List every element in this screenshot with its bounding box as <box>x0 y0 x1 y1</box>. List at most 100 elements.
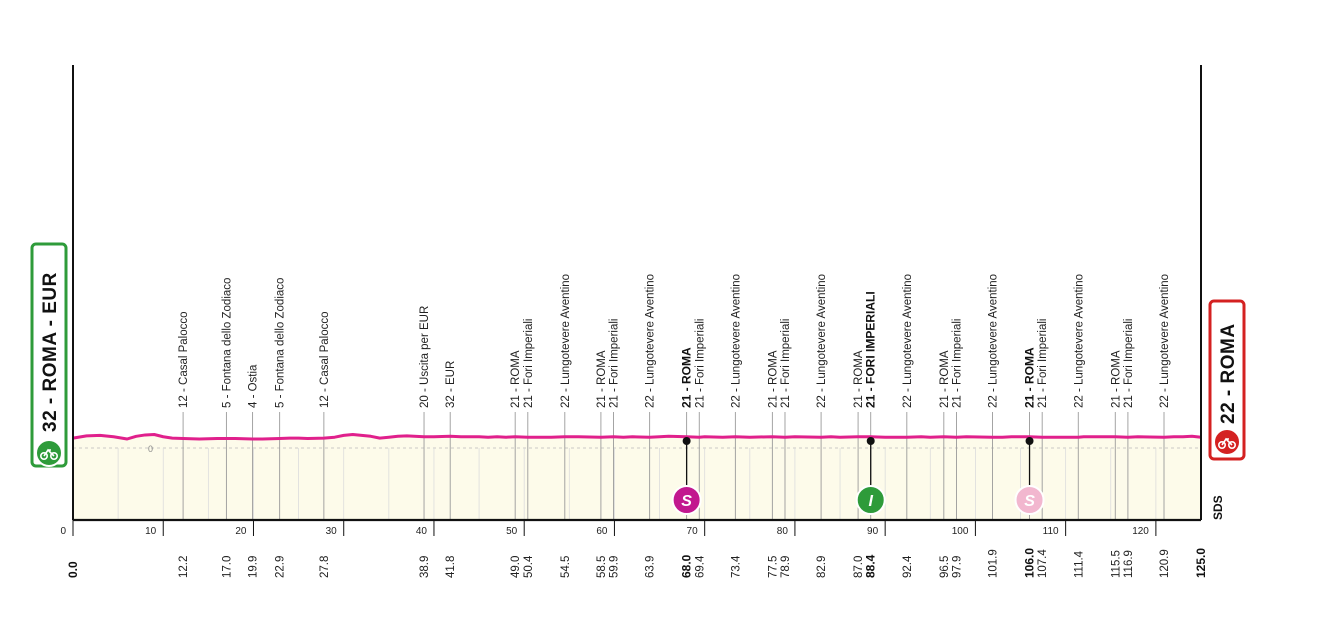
waypoint-label: 22 - Lungotevere Aventino <box>1159 274 1171 408</box>
marker-letter: S <box>1024 493 1035 510</box>
waypoint-km: 111.4 <box>1073 550 1085 578</box>
waypoint-label: 21 - FORI IMPERIALI <box>864 291 878 408</box>
waypoint-label: 4 - Ostia <box>248 364 260 408</box>
waypoint-km: 19.9 <box>248 556 260 578</box>
waypoint-labels: 12 - Casal Palocco 5 - Fontana dello Zodi… <box>178 274 1171 408</box>
waypoint-km: 59.9 <box>609 556 621 578</box>
x-tick-label: 100 <box>952 526 969 537</box>
bicycle-start-icon <box>35 439 63 467</box>
waypoint-label: 22 - Lungotevere Aventino <box>902 274 914 408</box>
brand-logo: SDS <box>1211 495 1225 520</box>
waypoint-label: 22 - Lungotevere Aventino <box>730 274 742 408</box>
waypoint-label: 21 - Fori Imperiali <box>780 319 792 408</box>
x-tick-label: 50 <box>506 526 518 537</box>
waypoint-km: 54.5 <box>560 556 572 578</box>
waypoint-km: 92.4 <box>902 555 914 578</box>
waypoint-km: 58.5 <box>596 556 608 578</box>
marker-dot <box>866 437 875 445</box>
bicycle-finish-icon <box>1213 428 1241 456</box>
waypoint-km: 101.9 <box>988 549 1000 578</box>
waypoint-label: 21 - ROMA <box>767 350 779 408</box>
waypoint-label: 12 - Casal Palocco <box>319 311 331 408</box>
waypoint-label: 5 - Fontana dello Zodiaco <box>275 278 287 408</box>
waypoint-km: 50.4 <box>523 555 535 578</box>
waypoint-label: 21 - ROMA <box>680 347 694 408</box>
finish-label: 22 - ROMA <box>1218 323 1239 424</box>
waypoint-km: 97.9 <box>951 556 963 578</box>
waypoint-label: 5 - Fontana dello Zodiaco <box>221 278 233 408</box>
waypoint-km: 41.8 <box>445 556 457 578</box>
profile-line <box>72 433 1202 441</box>
waypoint-label: 22 - Lungotevere Aventino <box>645 274 657 408</box>
waypoint-km: 27.8 <box>319 556 331 578</box>
waypoint-label: 12 - Casal Palocco <box>178 311 190 408</box>
waypoint-km: 106.0 <box>1023 548 1037 578</box>
waypoint-label: 21 - ROMA <box>1110 350 1122 408</box>
km-labels: 0.0 12.2 17.0 19.9 22.9 27.8 38.9 41.8 49.0 50.4 5… <box>66 548 1208 578</box>
marker-dot <box>682 437 691 445</box>
waypoint-label: 21 - ROMA <box>510 350 522 408</box>
waypoint-km: 49.0 <box>510 556 522 578</box>
waypoint-km: 63.9 <box>645 556 657 578</box>
waypoint-km: 12.2 <box>178 556 190 578</box>
waypoint-km: 120.9 <box>1159 549 1171 578</box>
bicycle-glyph-finish <box>1218 437 1237 449</box>
x-tick-label: 0 <box>60 526 66 537</box>
x-tick-label: 10 <box>145 526 157 537</box>
waypoint-km: 38.9 <box>419 556 431 578</box>
sprint-marker-icon <box>1014 485 1045 515</box>
waypoint-label: 22 - Lungotevere Aventino <box>988 274 1000 408</box>
waypoint-label: 22 - Lungotevere Aventino <box>816 274 828 408</box>
bicycle-glyph-start <box>39 448 58 460</box>
waypoint-km: 115.5 <box>1110 550 1122 578</box>
start-label: 32 - ROMA - EUR <box>40 272 61 432</box>
x-tick-label: 30 <box>326 526 338 537</box>
waypoint-km: 77.5 <box>767 556 779 578</box>
waypoint-km: 125.0 <box>1194 548 1208 578</box>
waypoint-km: 22.9 <box>275 556 287 578</box>
finish-box: 22 - ROMA <box>1208 299 1246 461</box>
waypoint-label: 22 - Lungotevere Aventino <box>1073 274 1085 408</box>
intermediate-marker-icon <box>855 485 886 515</box>
waypoint-label: 21 - Fori Imperiali <box>609 319 621 408</box>
waypoint-label: 21 - ROMA <box>1023 347 1037 408</box>
waypoint-label: 21 - Fori Imperiali <box>1037 319 1049 408</box>
start-box: 32 - ROMA - EUR <box>30 242 68 468</box>
waypoint-km: 73.4 <box>730 555 742 578</box>
waypoint-km: 68.0 <box>680 554 694 578</box>
waypoint-km: 87.0 <box>853 556 865 578</box>
chart-background: 0 <box>73 434 1201 520</box>
waypoint-km: 78.9 <box>780 556 792 578</box>
waypoint-label: 22 - Lungotevere Aventino <box>560 274 572 408</box>
waypoint-km: 0.0 <box>66 561 80 578</box>
waypoint-label: 21 - Fori Imperiali <box>694 319 706 408</box>
waypoint-km: 17.0 <box>221 556 233 578</box>
waypoint-km: 69.4 <box>694 555 706 578</box>
x-tick-label: 120 <box>1132 526 1149 537</box>
elevation-profile <box>72 433 1202 441</box>
marker-letter: S <box>681 493 692 510</box>
waypoint-label: 21 - ROMA <box>596 350 608 408</box>
x-tick-label: 80 <box>777 526 789 537</box>
waypoint-label: 21 - Fori Imperiali <box>523 319 535 408</box>
waypoint-label: 21 - ROMA <box>939 350 951 408</box>
sprint-marker-icon <box>671 485 702 515</box>
waypoint-km: 82.9 <box>816 556 828 578</box>
waypoint-label: 21 - Fori Imperiali <box>1123 319 1135 408</box>
waypoint-km: 116.9 <box>1123 550 1135 578</box>
x-tick-label: 20 <box>235 526 247 537</box>
waypoint-label: 21 - ROMA <box>853 350 865 408</box>
waypoint-label: 21 - Fori Imperiali <box>951 319 963 408</box>
waypoint-label: 20 - Uscita per EUR <box>419 306 431 408</box>
waypoint-km: 88.4 <box>864 554 878 578</box>
marker-letter: I <box>868 493 873 510</box>
profile-area-fill <box>73 434 1201 520</box>
x-tick-label: 60 <box>596 526 608 537</box>
x-tick-label: 70 <box>687 526 699 537</box>
x-tick-label: 110 <box>1043 526 1059 537</box>
waypoint-km: 96.5 <box>939 556 951 578</box>
zero-elevation-label: 0 <box>148 444 153 454</box>
x-tick-label: 90 <box>867 526 879 537</box>
